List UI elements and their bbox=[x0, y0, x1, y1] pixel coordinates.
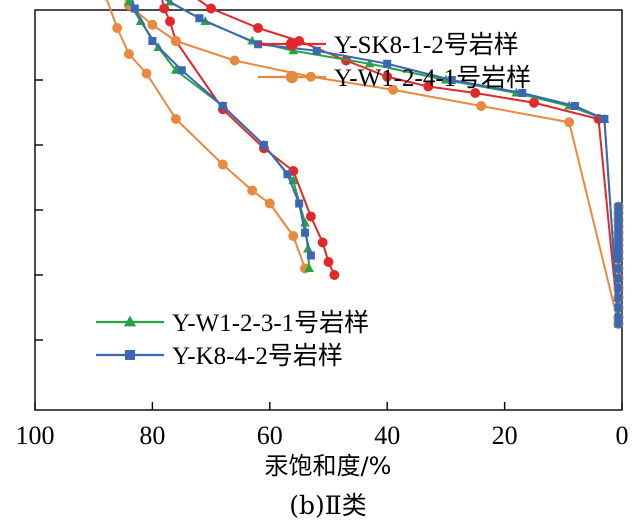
x-tick-label: 0 bbox=[616, 421, 629, 450]
data-point bbox=[364, 58, 375, 68]
data-point bbox=[305, 211, 316, 222]
data-point bbox=[423, 81, 434, 92]
data-point bbox=[323, 257, 334, 267]
legend-item: Y-SK8-1-2号岩样 bbox=[258, 31, 519, 59]
data-point bbox=[301, 228, 310, 237]
data-point bbox=[614, 248, 623, 257]
legend-label: Y-K8-4-2号岩样 bbox=[172, 342, 343, 370]
legend-bottom: Y-W1-2-3-1号岩样 Y-K8-4-2号岩样 bbox=[96, 309, 369, 370]
data-point bbox=[614, 274, 623, 283]
legend-top: Y-SK8-1-2号岩样 Y-W1-2-4-1号岩样 bbox=[258, 31, 531, 92]
data-point bbox=[288, 231, 299, 241]
data-point bbox=[614, 293, 623, 302]
data-point bbox=[476, 101, 487, 111]
figure-caption: (b)Ⅱ类 bbox=[289, 491, 367, 520]
data-point bbox=[247, 185, 258, 196]
legend-label: Y-SK8-1-2号岩样 bbox=[334, 31, 519, 59]
data-point bbox=[470, 88, 481, 98]
data-point bbox=[141, 68, 152, 79]
y-ticks bbox=[35, 79, 43, 341]
legend-item: Y-K8-4-2号岩样 bbox=[96, 342, 343, 370]
data-point bbox=[170, 36, 181, 46]
data-point bbox=[614, 284, 623, 292]
data-point bbox=[614, 235, 623, 244]
data-point bbox=[564, 117, 575, 128]
data-point bbox=[130, 4, 139, 13]
data-point bbox=[148, 37, 157, 45]
x-tick-label: 100 bbox=[16, 421, 55, 450]
data-point bbox=[112, 23, 123, 33]
data-point bbox=[614, 254, 623, 263]
data-point bbox=[383, 59, 392, 68]
legend-label: Y-W1-2-3-1号岩样 bbox=[172, 309, 369, 337]
data-point bbox=[253, 23, 264, 33]
data-point bbox=[614, 215, 623, 224]
x-tick-label: 80 bbox=[139, 421, 165, 450]
data-point bbox=[614, 264, 623, 273]
data-point bbox=[614, 222, 623, 231]
data-point bbox=[614, 209, 623, 218]
data-point bbox=[177, 66, 186, 75]
data-point bbox=[304, 263, 315, 273]
x-ticks: 100 80 60 40 20 0 bbox=[16, 402, 629, 450]
data-point bbox=[159, 3, 170, 14]
x-tick-label: 40 bbox=[374, 421, 400, 450]
data-point bbox=[218, 102, 227, 110]
data-point bbox=[518, 89, 527, 97]
data-point bbox=[382, 71, 393, 82]
data-point bbox=[571, 102, 580, 110]
legend-label: Y-W1-2-4-1号岩样 bbox=[334, 64, 531, 92]
data-point bbox=[229, 55, 240, 66]
x-tick-label: 20 bbox=[492, 421, 518, 450]
data-point bbox=[388, 84, 399, 95]
data-point bbox=[317, 237, 328, 248]
data-point bbox=[285, 70, 299, 84]
data-point bbox=[614, 303, 623, 312]
data-point bbox=[283, 170, 292, 179]
data-point bbox=[195, 14, 204, 23]
series-layer bbox=[103, 0, 624, 329]
data-point bbox=[217, 159, 228, 170]
data-point bbox=[614, 319, 623, 328]
data-point bbox=[329, 270, 340, 280]
legend-item: Y-W1-2-3-1号岩样 bbox=[96, 309, 369, 337]
data-point bbox=[600, 115, 609, 123]
data-point bbox=[447, 76, 456, 84]
data-point bbox=[259, 141, 268, 149]
data-point bbox=[614, 313, 623, 322]
data-point bbox=[295, 199, 304, 208]
data-point bbox=[528, 97, 539, 108]
data-point bbox=[206, 3, 217, 14]
data-point bbox=[147, 19, 158, 30]
data-point bbox=[312, 46, 321, 55]
data-point bbox=[124, 0, 134, 6]
x-axis-title: 汞饱和度/% bbox=[265, 452, 392, 480]
data-point bbox=[165, 16, 175, 27]
data-point bbox=[285, 37, 299, 51]
data-point bbox=[125, 350, 135, 360]
legend-item: Y-W1-2-4-1号岩样 bbox=[258, 64, 531, 92]
x-tick-label: 60 bbox=[257, 421, 283, 450]
data-point bbox=[123, 315, 137, 327]
data-point bbox=[614, 241, 623, 250]
series-4 bbox=[130, 0, 623, 328]
data-point bbox=[614, 228, 623, 237]
data-point bbox=[264, 198, 275, 209]
data-point bbox=[306, 251, 315, 260]
data-point bbox=[123, 49, 134, 59]
data-point bbox=[170, 114, 181, 124]
data-point bbox=[614, 202, 623, 211]
